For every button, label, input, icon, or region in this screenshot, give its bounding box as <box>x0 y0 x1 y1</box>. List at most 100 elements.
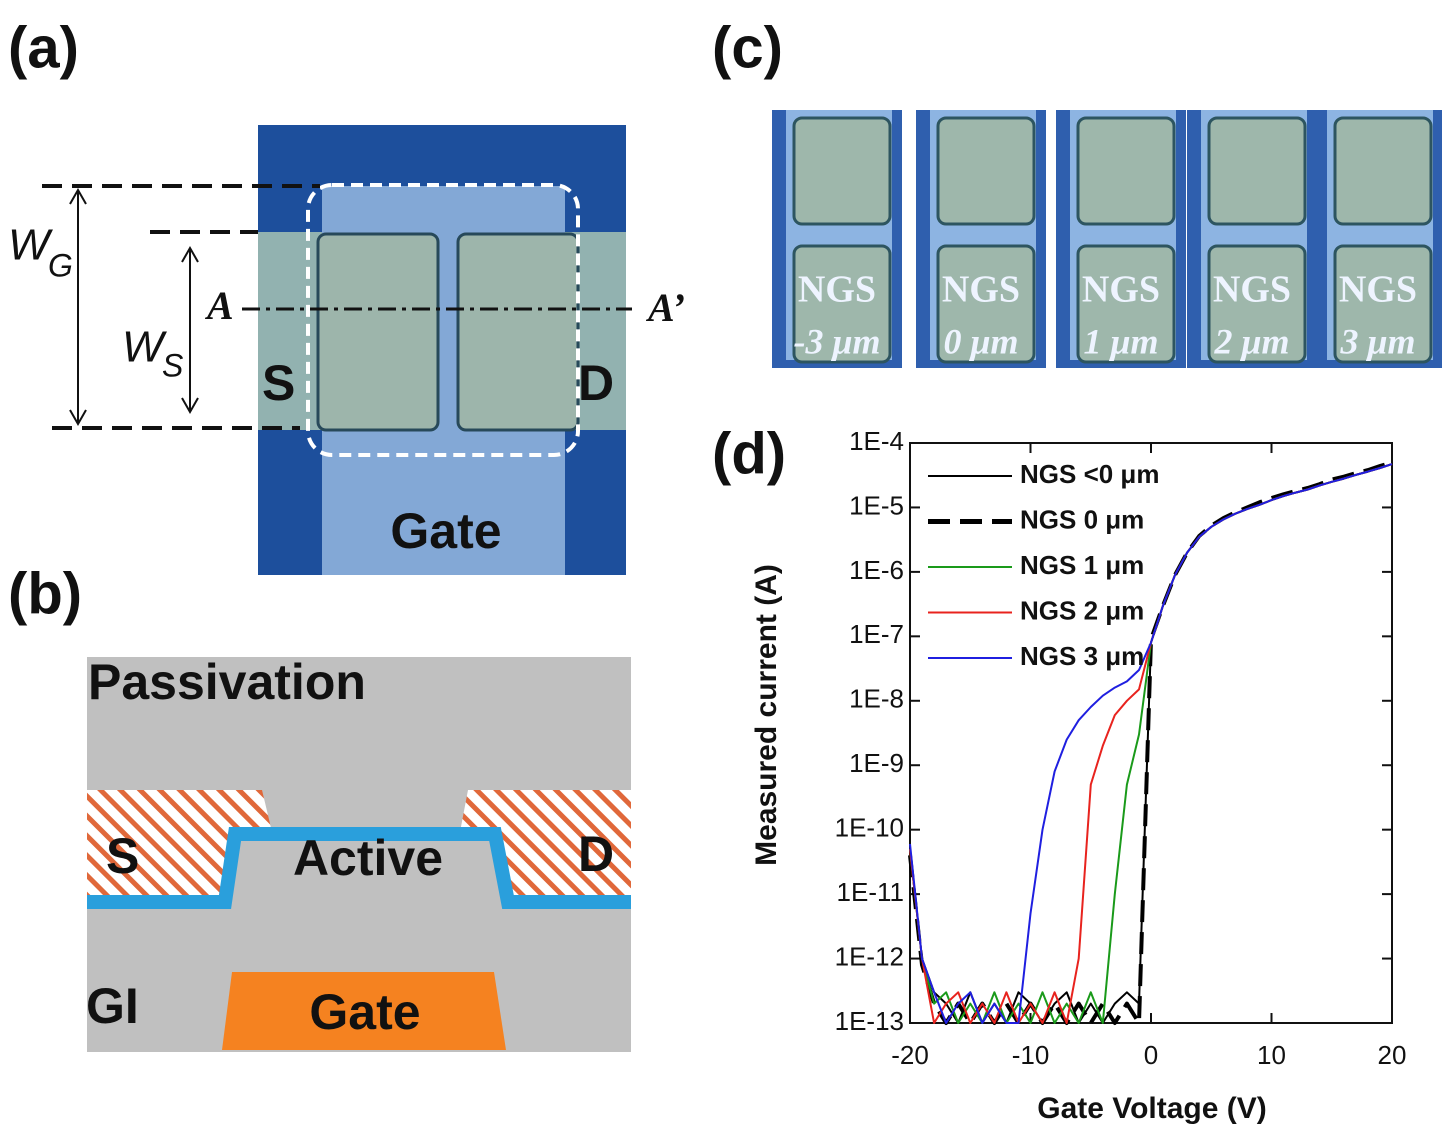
pad <box>936 244 1036 364</box>
active-layer <box>87 827 631 909</box>
gi-label: GI <box>86 978 139 1034</box>
pad <box>1207 244 1307 364</box>
panel-label: (d) <box>712 421 786 486</box>
plot-frame <box>909 442 1393 1024</box>
micrograph-edge <box>1036 110 1046 368</box>
ngs-value: 3 μm <box>1339 321 1415 361</box>
x-tick-label: 0 <box>1144 1040 1158 1070</box>
pad <box>936 116 1036 226</box>
micrograph: NGS 0 μm <box>916 110 1046 368</box>
ngs-value: 1 μm <box>1083 321 1158 361</box>
micrograph: NGS 2 μm <box>1187 110 1317 368</box>
panel-label: (b) <box>8 561 82 626</box>
y-tick-label: 1E-10 <box>835 813 904 843</box>
gate-label: Gate <box>309 984 420 1040</box>
pad <box>1076 244 1176 364</box>
ngs-value: 2 μm <box>1213 321 1289 361</box>
micrograph-edge <box>892 110 902 368</box>
micrograph-edge <box>916 110 930 368</box>
source-label: S <box>262 355 295 411</box>
micrograph-edge <box>1313 110 1327 368</box>
panel-c: (c) NGS -3 μm NGS 0 μm NGS 1 μm NGS 2 μm NGS 3 μm <box>712 15 1442 368</box>
micrograph-edge <box>772 360 902 368</box>
arrow-head <box>69 187 87 427</box>
ngs-value: 0 μm <box>943 321 1018 361</box>
x-tick-label: -10 <box>1012 1040 1050 1070</box>
passivation-label: Passivation <box>88 654 366 710</box>
pad <box>1207 116 1307 226</box>
pad <box>1076 116 1176 226</box>
drain-label: D <box>578 826 614 882</box>
y-tick-label: 1E-9 <box>849 748 904 778</box>
y-axis-title: Measured current (A) <box>750 564 783 866</box>
ws-label: W <box>122 323 167 372</box>
micrograph-edge <box>772 110 786 368</box>
source-pad <box>316 232 440 432</box>
pad <box>792 116 892 226</box>
section-end: A’ <box>645 285 685 330</box>
micrograph-edge <box>1187 110 1201 368</box>
panel-d: (d) Gate Voltage (V) Measured current (A… <box>712 421 1406 1125</box>
active-label: Active <box>293 830 443 886</box>
ngs-label: NGS <box>942 269 1020 311</box>
micrograph: NGS 3 μm <box>1313 110 1442 368</box>
micrograph: NGS -3 μm <box>772 110 902 368</box>
drain-pad <box>456 232 580 432</box>
micrograph-edge <box>916 360 1046 368</box>
section-start: A <box>204 283 234 328</box>
legend-label: NGS 2 μm <box>1020 595 1144 625</box>
x-tick-label: 10 <box>1257 1040 1286 1070</box>
panel-b: (b) Passivation S Active D GI Gate <box>8 561 631 1052</box>
drain-electrode <box>460 790 631 905</box>
pad <box>792 244 892 364</box>
ngs-label: NGS <box>798 269 876 311</box>
y-tick-label: 1E-7 <box>849 619 904 649</box>
series-line <box>908 460 1393 1025</box>
x-tick-label: 20 <box>1378 1040 1407 1070</box>
micrograph-edge <box>1187 360 1317 368</box>
micrograph-edge <box>1176 110 1186 368</box>
legend-label: NGS 3 μm <box>1020 641 1144 671</box>
series-line <box>909 463 1393 1024</box>
ws-sub: S <box>162 347 183 383</box>
panel-label: (c) <box>712 15 783 80</box>
series-line <box>909 463 1393 1024</box>
source-label: S <box>106 828 139 884</box>
ngs-label: NGS <box>1082 269 1160 311</box>
y-tick-label: 1E-11 <box>837 877 904 907</box>
y-tick-label: 1E-5 <box>849 490 904 520</box>
legend-label: NGS <0 μm <box>1020 459 1159 489</box>
y-tick-label: 1E-6 <box>849 555 904 585</box>
micrograph-edge <box>1056 360 1186 368</box>
x-tick-label: -20 <box>891 1040 929 1070</box>
arrow-head <box>181 245 199 415</box>
pad <box>1333 116 1433 226</box>
panel-a: (a) W G W S A A’ S D Gate <box>8 15 685 575</box>
wg-label: W <box>8 221 53 270</box>
y-tick-label: 1E-12 <box>835 941 904 971</box>
panel-label: (a) <box>8 15 79 80</box>
x-axis-title: Gate Voltage (V) <box>1037 1092 1266 1125</box>
gate-electrode <box>222 972 506 1050</box>
series-line <box>909 463 1393 1024</box>
micrograph: NGS 1 μm <box>1056 110 1186 368</box>
ngs-label: NGS <box>1213 269 1291 311</box>
micrograph-edge <box>1313 360 1442 368</box>
y-tick-label: 1E-13 <box>835 1006 904 1036</box>
ngs-value: -3 μm <box>793 321 880 361</box>
micrograph-edge <box>1433 110 1442 368</box>
gate-label: Gate <box>390 503 501 559</box>
drain-label: D <box>578 355 614 411</box>
y-tick-label: 1E-8 <box>849 684 904 714</box>
micrograph-edge <box>1056 110 1070 368</box>
micrograph-edge <box>1307 110 1317 368</box>
ngs-label: NGS <box>1339 269 1417 311</box>
series-line <box>909 463 1393 1024</box>
y-tick-label: 1E-4 <box>849 426 904 456</box>
pad <box>1333 244 1433 364</box>
active-outline <box>306 183 580 457</box>
legend-label: NGS 1 μm <box>1020 550 1144 580</box>
legend-label: NGS 0 μm <box>1020 504 1144 534</box>
wg-sub: G <box>48 247 73 283</box>
